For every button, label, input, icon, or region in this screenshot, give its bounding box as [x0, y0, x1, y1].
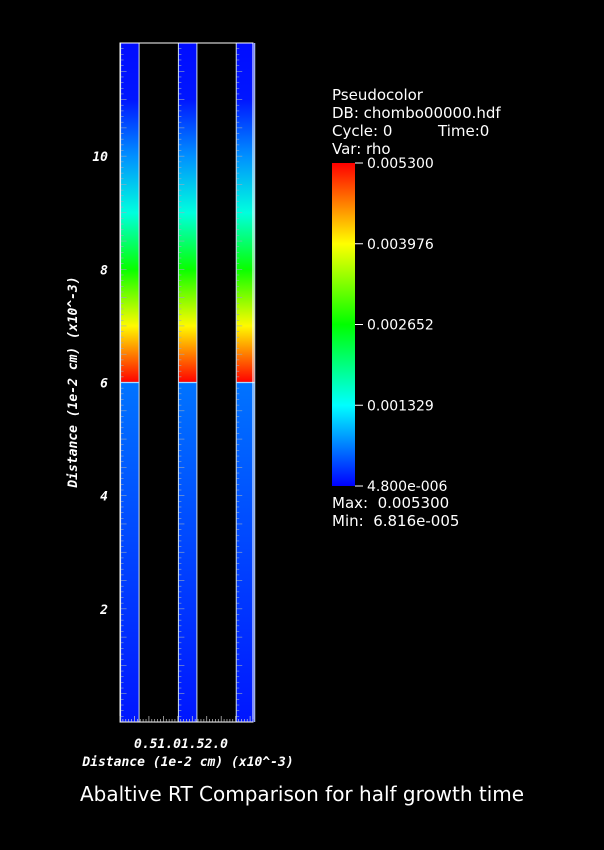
y-tick-label: 2 — [99, 603, 108, 618]
colorbar: 0.005300 0.003976 0.002652 0.001329 4.800e-0… — [332, 156, 448, 495]
legend-time: Time:0 — [438, 122, 490, 140]
colorbar-tick-label: 4.800e-006 — [367, 479, 448, 495]
axes: 2 4 6 8 10 0.51.01.52.0 Distance (1e-2 cm) (x1… — [66, 42, 294, 770]
y-tick-label: 10 — [92, 150, 108, 165]
legend-database: DB: chombo00000.hdf — [332, 104, 501, 122]
x-tick-labels: 0.51.01.52.0 — [134, 737, 228, 752]
colorbar-tick-label: 0.001329 — [367, 398, 434, 414]
legend-max: Max: 0.005300 — [332, 494, 450, 512]
colorbar-gradient — [332, 163, 355, 486]
legend-min: Min: 6.816e-005 — [332, 512, 460, 530]
colorbar-tick-label: 0.005300 — [367, 156, 434, 172]
figure-caption: Abaltive RT Comparison for half growth t… — [79, 782, 525, 806]
y-axis-label: Distance (1e-2 cm) (x10^-3) — [66, 276, 81, 488]
y-tick-label: 4 — [100, 490, 108, 505]
y-tick-label: 6 — [100, 377, 108, 392]
y-tick-label: 8 — [100, 263, 108, 278]
x-axis-label: Distance (1e-2 cm) (x10^-3) — [81, 755, 293, 770]
legend-variable: Var: rho — [332, 140, 391, 158]
legend-cycle: Cycle: 0 — [332, 122, 393, 140]
colorbar-tick-label: 0.003976 — [367, 237, 434, 253]
data-columns — [120, 42, 256, 723]
colorbar-tick-label: 0.002652 — [367, 318, 434, 334]
legend-plot-type: Pseudocolor — [332, 86, 423, 104]
